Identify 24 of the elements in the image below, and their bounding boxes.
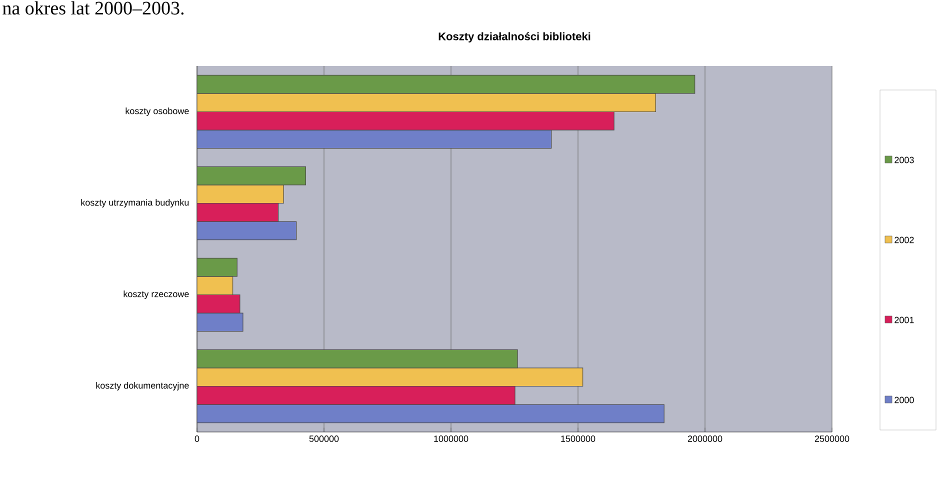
x-tick-label: 1500000 (561, 436, 596, 442)
y-tick-label: koszty osobowe (126, 108, 189, 116)
chart-title: Koszty działalności biblioteki (438, 32, 590, 42)
x-tick-label: 2500000 (814, 436, 850, 442)
bar (197, 93, 656, 112)
x-tick-label: 2000000 (688, 436, 722, 442)
bar (197, 386, 516, 405)
legend-label: 2000 (894, 396, 914, 404)
y-tick-label: koszty rzeczowe (124, 290, 189, 299)
x-tick-label: 0 (194, 436, 200, 442)
bar (197, 111, 614, 130)
legend-label: 2002 (894, 236, 914, 244)
legend-label: 2003 (894, 156, 914, 164)
bar (197, 368, 584, 387)
y-tick-label: koszty utrzymania budynku (81, 199, 189, 208)
y-tick-label: koszty dokumentacyjne (96, 382, 189, 390)
bar (197, 294, 240, 314)
x-tick-label: 500000 (309, 436, 339, 442)
text: na okres lat 2000–2003. (2, 1, 184, 15)
x-tick-label: 1000000 (434, 436, 468, 442)
bar (197, 184, 284, 204)
legend-label: 2001 (894, 316, 914, 324)
bar (197, 276, 234, 296)
bar (197, 202, 279, 222)
